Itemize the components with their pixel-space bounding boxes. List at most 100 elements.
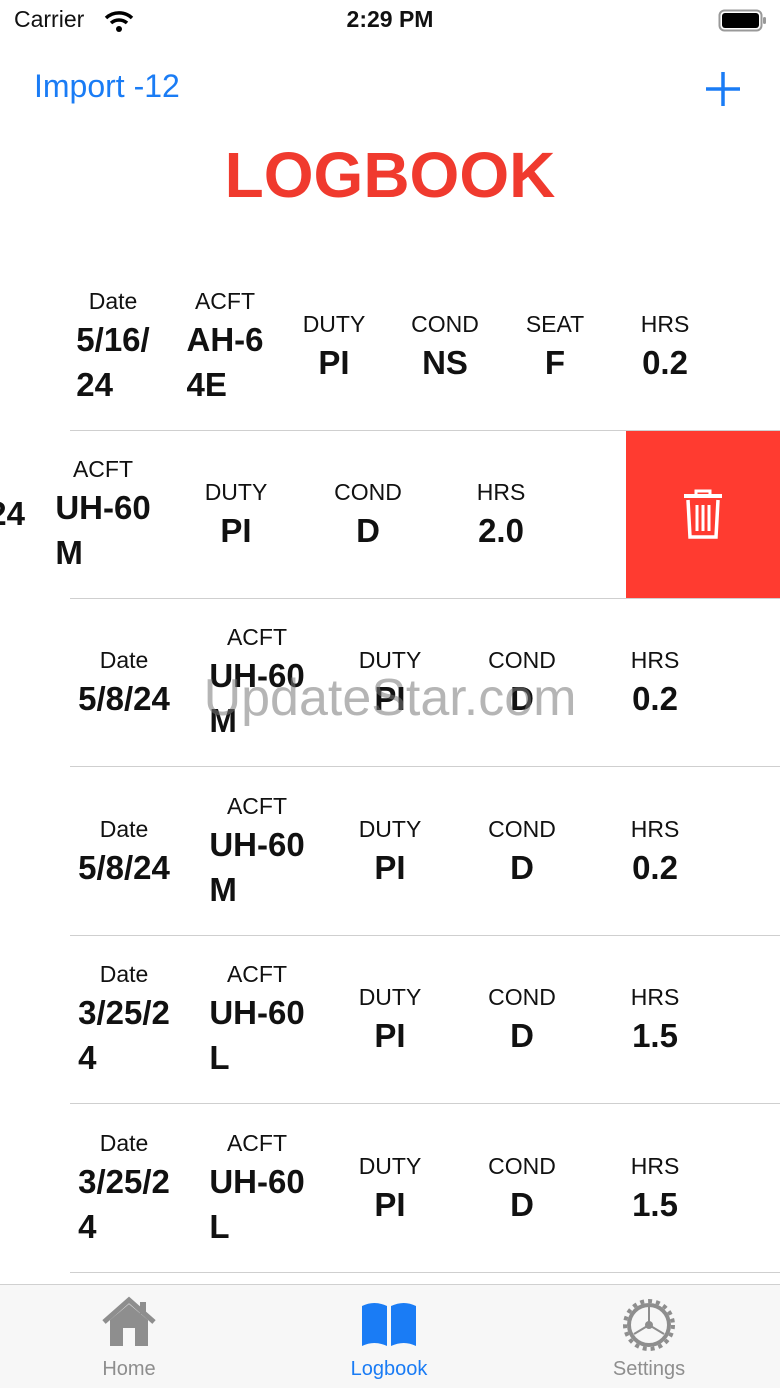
row-separator	[70, 1272, 780, 1273]
entry-date: 5/16/ 24	[76, 321, 150, 403]
column-label: DUTY	[204, 478, 268, 505]
tab-label[interactable]: Settings	[612, 1358, 686, 1380]
entry-content: Date 5/8/24 ACFT UH-60 M DUTY PI COND D HRS 0.2	[0, 767, 780, 935]
entry-cell: COND D	[298, 430, 438, 598]
column-label: DUTY	[358, 646, 422, 673]
column-label: HRS	[630, 646, 680, 673]
entry-cell: ACFT UH-60 M	[187, 767, 327, 935]
column-label: ACFT	[226, 1130, 288, 1156]
column-label: SEAT	[525, 310, 585, 337]
entry-cell: HRS 1.5	[585, 935, 725, 1103]
tab-label[interactable]: Logbook	[350, 1358, 428, 1380]
column-label: ACFT	[194, 288, 256, 314]
entry-cell: ACFT UH-60 M	[187, 598, 327, 766]
column-label: Date	[88, 288, 138, 314]
import-button[interactable]: Import -12	[34, 68, 180, 104]
entry-cell: HRS 2.0	[431, 430, 571, 598]
column-label: DUTY	[358, 1152, 422, 1179]
entry-hrs: 0.2	[642, 343, 688, 381]
entry-cell: ACFT AH-6 4E	[155, 262, 295, 430]
column-label: DUTY	[302, 310, 366, 337]
entry-date: 24	[0, 495, 25, 532]
entry-acft: UH-60 M	[55, 489, 151, 571]
entry-cell: Date 5/8/24	[54, 598, 194, 766]
entry-acft: AH-6 4E	[186, 321, 264, 403]
row-separator	[70, 935, 780, 936]
column-label: ACFT	[226, 961, 288, 987]
page-title: LOGBOOK	[224, 139, 556, 211]
column-label: HRS	[476, 478, 526, 505]
entry-cell: COND D	[452, 1104, 592, 1272]
column-label: HRS	[630, 983, 680, 1010]
column-label: COND	[334, 478, 402, 505]
entry-cond: D	[510, 848, 534, 886]
entry-hrs: 1.5	[632, 1185, 678, 1223]
log-entry[interactable]: Date 3/25/2 4 ACFT UH-60 L DUTY PI COND D HRS 1.5	[0, 935, 780, 1103]
battery-icon	[718, 9, 766, 32]
entry-cell: COND D	[452, 598, 592, 766]
entry-seat: F	[544, 343, 566, 381]
entry-acft: UH-60 L	[209, 994, 305, 1076]
column-label: HRS	[630, 1152, 680, 1179]
entry-date: 3/25/2 4	[78, 994, 170, 1076]
log-entry[interactable]: Date 5/16/ 24 ACFT AH-6 4E DUTY PI COND NS SEAT F…	[0, 262, 780, 430]
entry-cell: COND D	[452, 767, 592, 935]
column-label: HRS	[630, 815, 680, 842]
entry-cell: SEAT F	[485, 262, 625, 430]
entry-duty: PI	[374, 1185, 406, 1223]
column-label: COND	[488, 983, 556, 1010]
watermark: UpdateStar.com	[203, 669, 577, 727]
entry-cell: DUTY PI	[264, 262, 404, 430]
entry-cell: HRS 0.2	[585, 767, 725, 935]
column-label: Date	[99, 646, 149, 673]
entry-cell: DUTY PI	[320, 1104, 460, 1272]
entry-content: Date 5/8/24 ACFT UH-60 M DUTY PI COND D HRS 0.2	[0, 598, 780, 766]
entry-cell: Date 5/8/24	[54, 767, 194, 935]
log-entry[interactable]: Date 5/8/24 ACFT UH-60 M DUTY PI COND D HRS 0.2	[0, 767, 780, 935]
log-entry[interactable]: Date 3/25/2 4 ACFT UH-60 L DUTY PI COND D HRS 1.5	[0, 1104, 780, 1272]
entry-duty: PI	[220, 511, 252, 549]
entry-hrs: 2.0	[478, 511, 524, 549]
add-button[interactable]	[704, 70, 742, 108]
column-label: COND	[488, 815, 556, 842]
column-label: COND	[411, 310, 479, 337]
entry-cell: DUTY PI	[320, 598, 460, 766]
carrier: Carrier	[14, 6, 85, 32]
home-icon[interactable]	[100, 1296, 158, 1348]
entry-hrs: 0.2	[632, 848, 678, 886]
delete-button[interactable]	[626, 431, 780, 598]
row-separator	[70, 598, 780, 599]
log-entry[interactable]: Date 5/8/24 ACFT UH-60 M DUTY PI COND D HRS 0.2	[0, 598, 780, 766]
entry-date: 5/8/24	[78, 679, 170, 717]
entry-cond: NS	[422, 343, 468, 381]
entry-cond: D	[356, 511, 380, 549]
column-label: HRS	[640, 310, 690, 337]
entry-content: Date 3/25/2 4 ACFT UH-60 L DUTY PI COND D HRS 1.5	[0, 935, 780, 1103]
entry-acft: UH-60 L	[209, 1163, 305, 1245]
entry-duty: PI	[318, 343, 350, 381]
entry-hrs: 1.5	[632, 1016, 678, 1054]
column-label: ACFT	[226, 793, 288, 819]
entry-cell: HRS 0.2	[585, 598, 725, 766]
entry-cell: ACFT UH-60 M	[33, 430, 173, 598]
column-label: DUTY	[358, 815, 422, 842]
entry-cell: COND NS	[375, 262, 515, 430]
settings-icon[interactable]	[622, 1298, 676, 1352]
wifi-icon	[104, 11, 134, 32]
entry-cell: ACFT UH-60 L	[187, 935, 327, 1103]
entry-cell: HRS 0.2	[595, 262, 735, 430]
row-separator	[70, 766, 780, 767]
entry-duty: PI	[374, 848, 406, 886]
tab-label[interactable]: Home	[102, 1358, 156, 1380]
log-entry[interactable]: 24 ACFT UH-60 M DUTY PI COND D HRS 2.0	[0, 430, 780, 598]
entry-content: 24 ACFT UH-60 M DUTY PI COND D HRS 2.0	[0, 430, 626, 598]
entry-cell: ACFT UH-60 L	[187, 1104, 327, 1272]
entry-date: 3/25/2 4	[78, 1163, 170, 1245]
entry-content: Date 5/16/ 24 ACFT AH-6 4E DUTY PI COND NS SEAT F…	[0, 262, 780, 430]
logbook-icon[interactable]	[360, 1300, 418, 1348]
entry-cell: DUTY PI	[320, 767, 460, 935]
entry-content: Date 3/25/2 4 ACFT UH-60 L DUTY PI COND D HRS 1.5	[0, 1104, 780, 1272]
column-label: Date	[99, 1130, 149, 1156]
column-label: Date	[99, 961, 149, 987]
